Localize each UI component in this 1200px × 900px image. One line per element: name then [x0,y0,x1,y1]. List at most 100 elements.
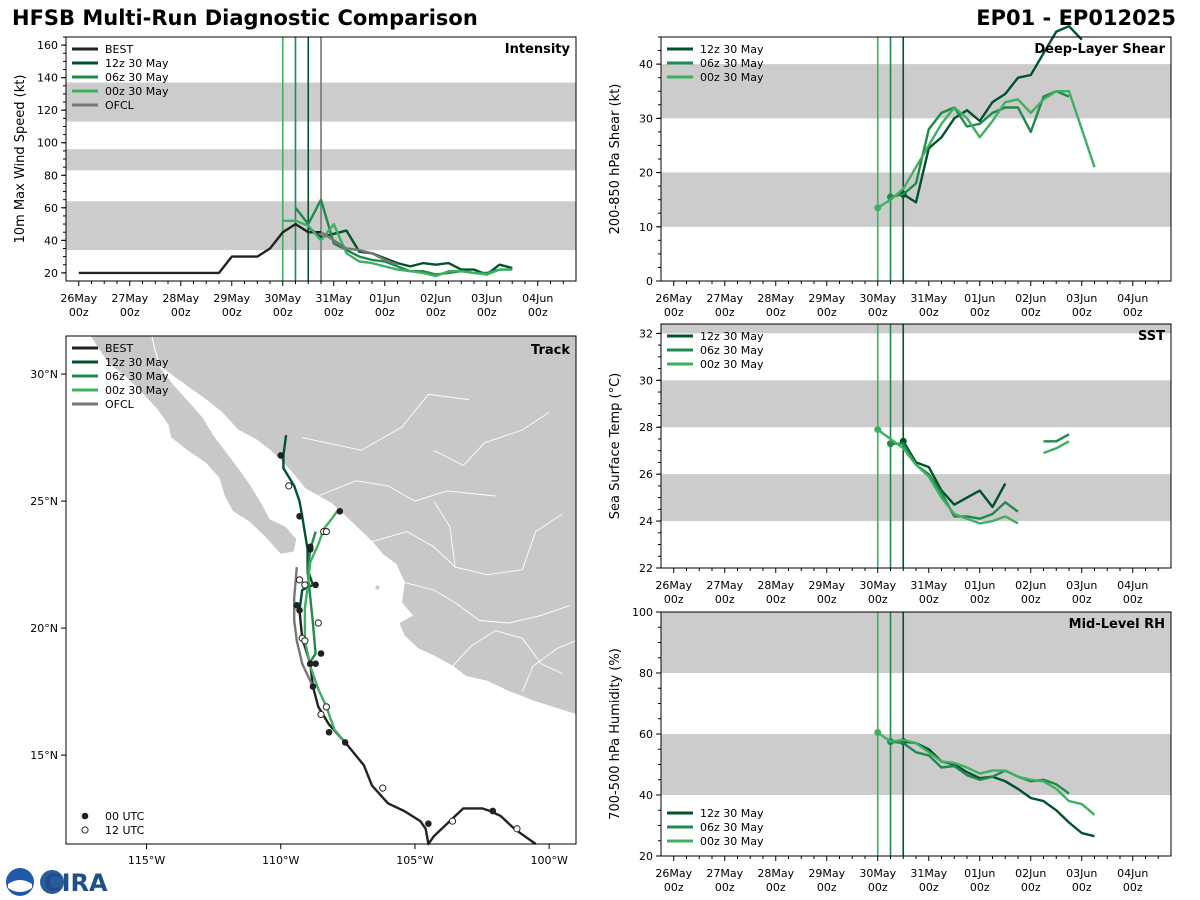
shear-xtick-label: 02Jun [1015,292,1046,305]
track-marker-00utc [325,728,333,736]
sst-xtick-hour: 00z [868,593,888,606]
shear-ytick-label: 10 [639,221,653,234]
intensity-xtick-label: 02Jun [420,292,451,305]
intensity-ytick-label: 80 [44,169,58,182]
intensity-xtick-label: 28May [162,292,199,305]
shear-ylabel: 200-850 hPa Shear (kt) [608,84,623,235]
state-border [318,480,496,502]
rh-xtick-hour: 00z [1123,881,1143,894]
state-border [371,531,523,576]
state-border [404,581,571,624]
page-title: HFSB Multi-Run Diagnostic Comparison [12,6,478,30]
sst-series-line [1043,433,1070,443]
intensity-legend-label: BEST [105,43,133,56]
shear-xtick-label: 26May [655,292,692,305]
intensity-xtick-label: 04Jun [522,292,553,305]
storm-id: EP01 - EP012025 [976,6,1176,30]
rh-xtick-label: 04Jun [1117,867,1148,880]
cira-globe-icon [40,870,64,894]
intensity-xtick-label: 03Jun [471,292,502,305]
sst-series-line [902,440,1007,509]
intensity-xtick-hour: 00z [477,306,497,319]
sst-legend-label: 12z 30 May [700,330,764,343]
track-marker-12utc [322,703,330,711]
shear-xtick-hour: 00z [970,306,990,319]
track-ytick-label: 25°N [30,495,58,508]
intensity-xtick-hour: 00z [426,306,446,319]
rh-series-line [877,731,1096,816]
shear-xtick-label: 03Jun [1066,292,1097,305]
intensity-series-line [307,226,513,276]
rh-xtick-hour: 00z [919,881,939,894]
rh-legend-label: 12z 30 May [700,807,764,820]
sst-title: SST [1138,329,1165,344]
shear-xtick-hour: 00z [766,306,786,319]
rh-xtick-hour: 00z [1021,881,1041,894]
sst-xtick-label: 26May [655,579,692,592]
shear-xtick-label: 28May [757,292,794,305]
mainland-mexico [151,335,577,716]
sst-init-point [887,440,894,448]
track-legend-label: 00z 30 May [105,384,169,397]
track-ytick-label: 30°N [30,368,58,381]
intensity-ytick-label: 40 [44,234,58,247]
shear-xtick-hour: 00z [919,306,939,319]
track-marker-00utc [312,660,319,667]
track-marker-00utc [312,581,319,589]
sst-ytick-label: 28 [639,421,653,434]
track-legend-marker-label: 00 UTC [105,810,145,823]
intensity-ytick-label: 120 [37,104,58,117]
state-border [521,640,577,692]
shear-series-line [877,90,1096,209]
track-marker-12utc [285,482,293,490]
track-marker-12utc [295,576,304,584]
intensity-xtick-label: 31May [315,292,352,305]
rh-xtick-hour: 00z [817,881,837,894]
baja-california [89,335,298,555]
rh-ytick-label: 60 [639,728,653,741]
track-legend-label: OFCL [105,398,135,411]
shear-xtick-label: 29May [808,292,845,305]
sst-xtick-label: 04Jun [1117,579,1148,592]
track-marker-00utc [336,507,344,515]
track-marker-12utc [301,637,309,645]
intensity-ytick-label: 160 [37,39,58,52]
track-marker-12utc [314,619,322,627]
track-legend-marker-label: 12 UTC [105,824,145,837]
intensity-xtick-label: 29May [213,292,250,305]
intensity-xtick-label: 26May [60,292,97,305]
shear-ytick-label: 40 [639,58,653,71]
shear-xtick-hour: 00z [664,306,684,319]
rh-xtick-hour: 00z [868,881,888,894]
track-legend-label: 12z 30 May [105,356,169,369]
shear-xtick-hour: 00z [817,306,837,319]
rh-band [661,612,1171,673]
track-legend-marker-12 [81,826,89,834]
track-marker-00utc [317,650,325,657]
shear-band [661,64,1171,119]
shear-init-point [874,204,882,212]
intensity-series-line [282,219,513,278]
track-marker-00utc [296,513,303,520]
sst-xtick-label: 30May [859,579,896,592]
rh-xtick-label: 29May [808,867,845,880]
rh-xtick-label: 03Jun [1066,867,1097,880]
sst-xtick-label: 31May [910,579,947,592]
rh-title: Mid-Level RH [1069,617,1165,632]
rh-xtick-label: 26May [655,867,692,880]
rh-ytick-label: 100 [632,606,653,619]
sst-xtick-label: 03Jun [1066,579,1097,592]
state-border [452,630,563,675]
track-xtick-label: 105°W [396,854,433,867]
rh-series-line [903,740,1095,838]
track-marker-12utc [317,710,325,719]
rh-legend-label: 00z 30 May [700,835,764,848]
rh-ytick-label: 80 [639,667,653,680]
sst-xtick-label: 27May [706,579,743,592]
sst-ytick-label: 24 [639,515,653,528]
intensity-xtick-label: 01Jun [369,292,400,305]
intensity-legend-label: OFCL [105,99,135,112]
shear-ytick-label: 20 [639,167,653,180]
track-marker-12utc [448,817,457,825]
